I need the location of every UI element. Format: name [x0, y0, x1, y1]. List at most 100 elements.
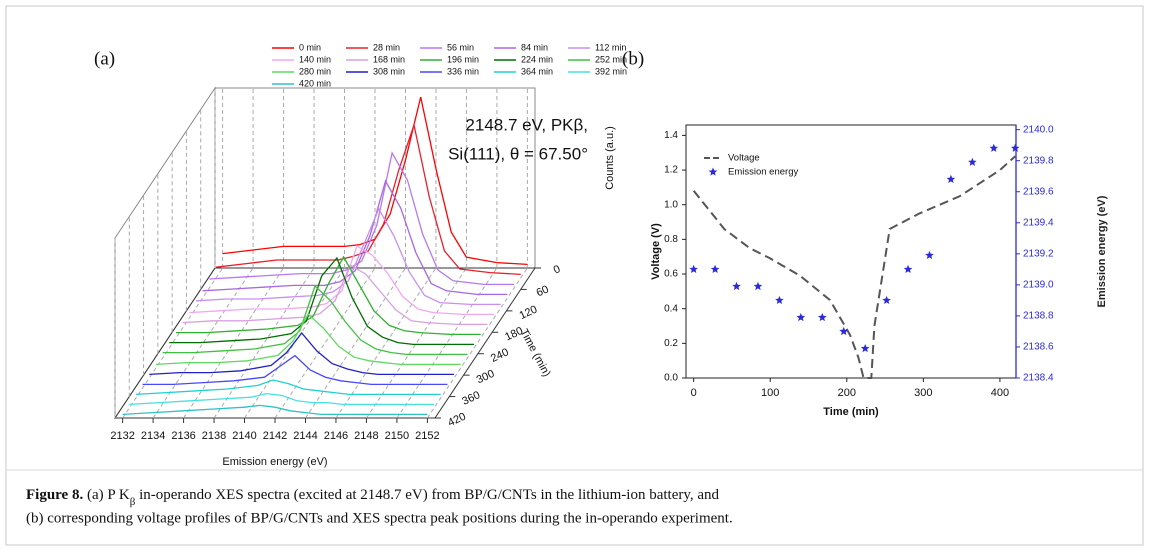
legend-label: 56 min: [447, 42, 474, 52]
emission-point: [710, 264, 720, 273]
legend-label: Emission energy: [728, 167, 798, 178]
y-tick-label: 0.4: [664, 303, 678, 314]
spectrum-line: [202, 179, 508, 296]
spectrum-line: [135, 379, 441, 396]
x-tick-label: 2134: [141, 430, 165, 442]
x-tick-label: 2142: [263, 430, 287, 442]
spectrum-line: [176, 255, 481, 336]
z-tick-label: 360: [460, 389, 482, 408]
legend-label: 84 min: [521, 42, 548, 52]
emission-point: [775, 295, 784, 304]
spectrum-line: [162, 284, 468, 356]
grid-line: [183, 267, 284, 419]
legend-label: 364 min: [521, 66, 553, 76]
y2-tick-label: 2139.4: [1023, 217, 1054, 228]
panel-label: (b): [622, 48, 644, 69]
emission-point: [839, 326, 848, 336]
caption-line: (b) corresponding voltage profiles of BP…: [26, 510, 733, 526]
spectrum-line: [129, 392, 434, 406]
x-tick-label: 400: [991, 387, 1009, 399]
emission-point: [732, 281, 741, 291]
emission-point: [753, 281, 763, 291]
spectrum-line: [209, 151, 514, 286]
legend-label: 280 min: [299, 66, 331, 76]
y2-tick-label: 2140.0: [1023, 124, 1054, 135]
y-tick-label: 0.2: [664, 338, 678, 349]
emission-point: [968, 157, 977, 166]
z-tick-label: 60: [535, 283, 551, 299]
emission-point: [689, 264, 698, 273]
emission-point: [882, 295, 891, 304]
side-wall: [114, 86, 216, 420]
spectrum-line: [195, 207, 501, 306]
grid-line: [335, 267, 437, 419]
legend-label: 392 min: [595, 66, 627, 76]
figure-frame: [5, 5, 1144, 546]
voltage-line: [692, 155, 1016, 379]
annotation: 2148.7 eV, PKβ,: [465, 115, 588, 134]
x-tick-label: 2136: [171, 430, 195, 442]
emission-point: [796, 313, 806, 322]
legend-label: 168 min: [373, 54, 405, 64]
x-axis-label: Time (min): [823, 406, 879, 418]
y-tick-label: 0.8: [664, 234, 678, 245]
y-axis-label: Counts (a.u.): [604, 126, 616, 190]
y2-tick-label: 2139.0: [1023, 280, 1054, 291]
y2-tick-label: 2138.4: [1023, 373, 1054, 384]
z-tick-label: 420: [446, 411, 468, 430]
grid-line: [122, 267, 224, 419]
spectrum-line: [189, 245, 494, 316]
grid-line: [305, 267, 406, 419]
emission-point: [818, 313, 827, 322]
grid-line: [396, 267, 498, 419]
emission-point: [925, 250, 934, 259]
y2-axis-label: Emission energy (eV): [1096, 195, 1108, 307]
legend-label: 140 min: [299, 54, 331, 64]
x-tick-label: 2148: [354, 430, 378, 442]
legend-label: 336 min: [447, 66, 479, 76]
annotation: Si(111), θ = 67.50°: [448, 144, 588, 163]
y2-tick-label: 2139.6: [1023, 186, 1054, 197]
y2-tick-label: 2139.8: [1023, 155, 1054, 166]
x-tick-label: 200: [838, 387, 856, 399]
y-tick-label: 1.0: [664, 199, 678, 210]
grid-line: [366, 267, 467, 419]
spectrum-line: [142, 354, 448, 386]
y-tick-label: 0.6: [664, 269, 678, 280]
y2-tick-label: 2138.6: [1023, 342, 1054, 353]
x-tick-label: 2150: [385, 430, 409, 442]
grid-line: [274, 267, 376, 419]
legend-label: Voltage: [728, 153, 760, 164]
x-tick-label: 0: [691, 387, 697, 399]
y2-tick-label: 2139.2: [1023, 248, 1054, 259]
legend-label: 224 min: [521, 54, 553, 64]
caption-text: (a) P K: [87, 487, 130, 503]
y-tick-label: 1.2: [664, 165, 678, 176]
legend-label: 420 min: [299, 78, 331, 88]
emission-point: [903, 264, 913, 273]
z-tick-label: 300: [475, 368, 497, 387]
emission-point: [989, 143, 999, 152]
x-axis-label: Emission energy (eV): [222, 456, 327, 468]
y2-tick-label: 2138.8: [1023, 311, 1054, 322]
grid-line: [213, 267, 315, 419]
spectrum-line: [215, 122, 521, 276]
spectrum-line: [169, 256, 474, 346]
emission-point: [946, 174, 956, 183]
x-tick-label: 300: [914, 387, 932, 399]
z-axis-label: Time (min): [518, 327, 553, 379]
spectrum-line: [155, 312, 461, 366]
z-tick-label: 120: [518, 303, 540, 322]
x-tick-label: 2132: [110, 430, 134, 442]
legend-label: 252 min: [595, 54, 627, 64]
y-axis-label: Voltage (V): [650, 223, 662, 280]
emission-point: [860, 344, 870, 353]
caption-line: Figure 8. (a) P Kβ in-operando XES spect…: [26, 487, 720, 507]
emission-point: [1011, 143, 1020, 152]
spectrum-line: [149, 331, 454, 376]
caption-label: Figure 8.: [26, 487, 83, 503]
panel-label: (a): [94, 48, 115, 69]
legend-label: 28 min: [373, 42, 400, 52]
z-tick-label: 0: [552, 263, 563, 276]
